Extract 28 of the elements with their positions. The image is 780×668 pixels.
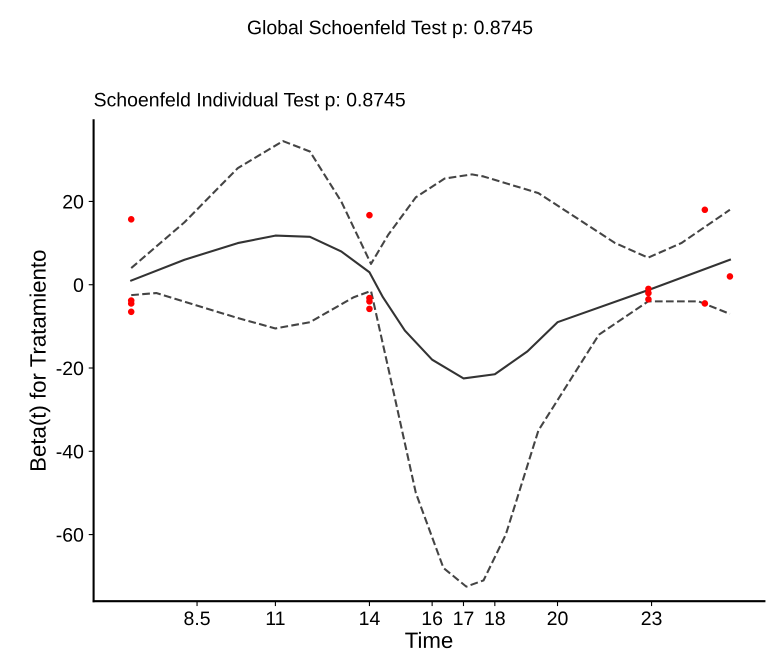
x-tick-label: 11 bbox=[266, 612, 285, 626]
y-tick-label: -40 bbox=[56, 444, 84, 459]
x-tick-label: 8.5 bbox=[184, 611, 210, 626]
y-tick-label: 0 bbox=[74, 278, 84, 292]
x-tick-label: 17 bbox=[454, 612, 474, 626]
chart-title: Global Schoenfeld Test p: 0.8745 bbox=[248, 20, 532, 38]
x-axis-title: Time bbox=[405, 632, 452, 648]
point bbox=[702, 206, 708, 214]
point bbox=[726, 273, 734, 280]
line-series bbox=[130, 140, 731, 270]
point bbox=[128, 308, 135, 316]
x-tick-label: 20 bbox=[548, 611, 568, 626]
point bbox=[366, 212, 373, 218]
line-series bbox=[130, 234, 731, 380]
y-tick-label: -20 bbox=[56, 361, 84, 376]
line-series bbox=[130, 290, 731, 588]
y-tick-label: 20 bbox=[63, 194, 84, 209]
point bbox=[645, 296, 652, 303]
y-axis-title: Beta(t) for Tratamiento bbox=[30, 250, 50, 470]
point bbox=[366, 306, 373, 312]
x-tick-label: 14 bbox=[360, 612, 380, 626]
chart-subtitle: Schoenfeld Individual Test p: 0.8745 bbox=[94, 92, 405, 110]
y-tick-label: -60 bbox=[56, 528, 84, 542]
x-tick-label: 18 bbox=[485, 611, 505, 626]
point bbox=[702, 300, 708, 307]
point bbox=[128, 216, 135, 223]
x-tick-label: 23 bbox=[642, 611, 662, 626]
x-tick-label: 16 bbox=[422, 611, 442, 626]
